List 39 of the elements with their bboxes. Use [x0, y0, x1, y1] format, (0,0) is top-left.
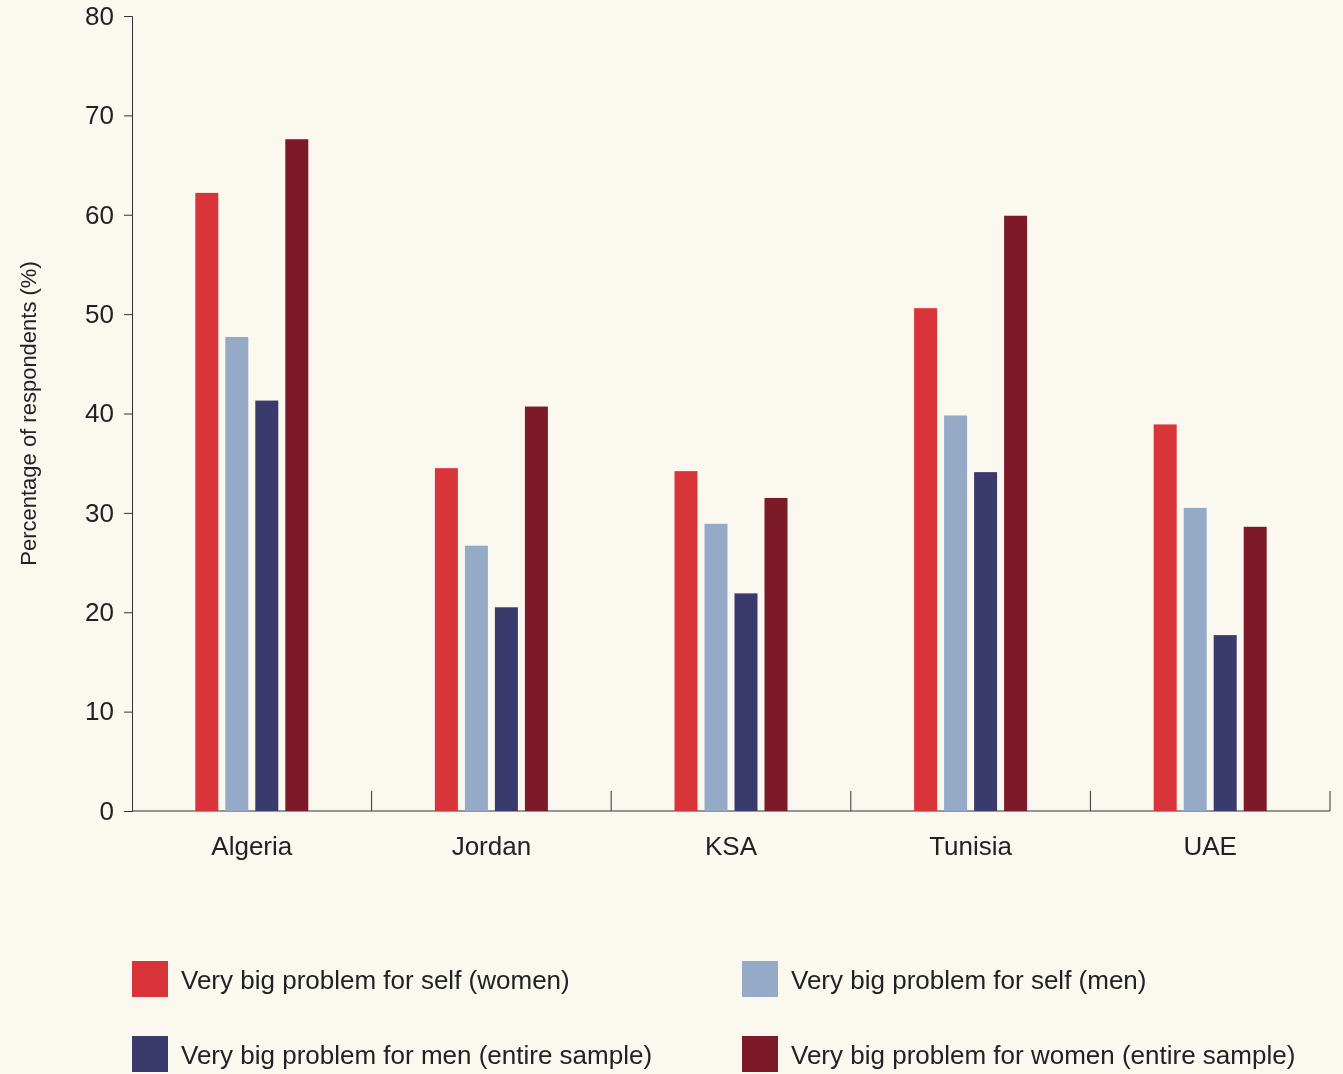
y-tick-label: 30: [85, 497, 114, 528]
legend-label: Very big problem for self (men): [791, 965, 1147, 995]
bar: [1153, 424, 1177, 811]
y-tick-label: 80: [85, 0, 114, 31]
y-tick-label: 70: [85, 100, 114, 131]
bar: [974, 472, 998, 811]
legend-label: Very big problem for women (entire sample): [791, 1040, 1296, 1070]
bar: [944, 415, 968, 811]
bar: [1183, 507, 1207, 811]
bar: [674, 471, 698, 811]
legend-label: Very big problem for men (entire sample): [181, 1040, 653, 1070]
y-axis-title: Percentage of respondents (%): [16, 261, 41, 566]
bar: [704, 523, 728, 811]
bar: [225, 336, 249, 811]
bar: [1213, 635, 1237, 811]
y-tick-label: 40: [85, 398, 114, 429]
x-tick-label: UAE: [1183, 831, 1237, 861]
bar: [524, 406, 548, 811]
x-tick-label: Algeria: [211, 831, 293, 861]
y-tick-label: 10: [85, 696, 114, 727]
bar: [285, 139, 309, 811]
x-tick-label: Jordan: [451, 831, 532, 861]
y-tick-label: 0: [99, 795, 114, 826]
bar: [734, 593, 758, 811]
bar: [195, 192, 219, 811]
legend-label: Very big problem for self (women): [181, 965, 570, 995]
bar: [464, 545, 488, 811]
bar: [914, 308, 938, 811]
x-tick-label: Tunisia: [929, 831, 1013, 861]
y-tick-label: 20: [85, 597, 114, 628]
y-tick-label: 60: [85, 199, 114, 230]
x-tick-label: KSA: [704, 831, 758, 861]
bar: [764, 497, 788, 811]
bar: [434, 468, 458, 811]
bar: [1243, 526, 1267, 811]
bar: [255, 400, 279, 811]
bar: [1004, 215, 1028, 811]
y-tick-label: 50: [85, 298, 114, 329]
bar: [494, 607, 518, 811]
